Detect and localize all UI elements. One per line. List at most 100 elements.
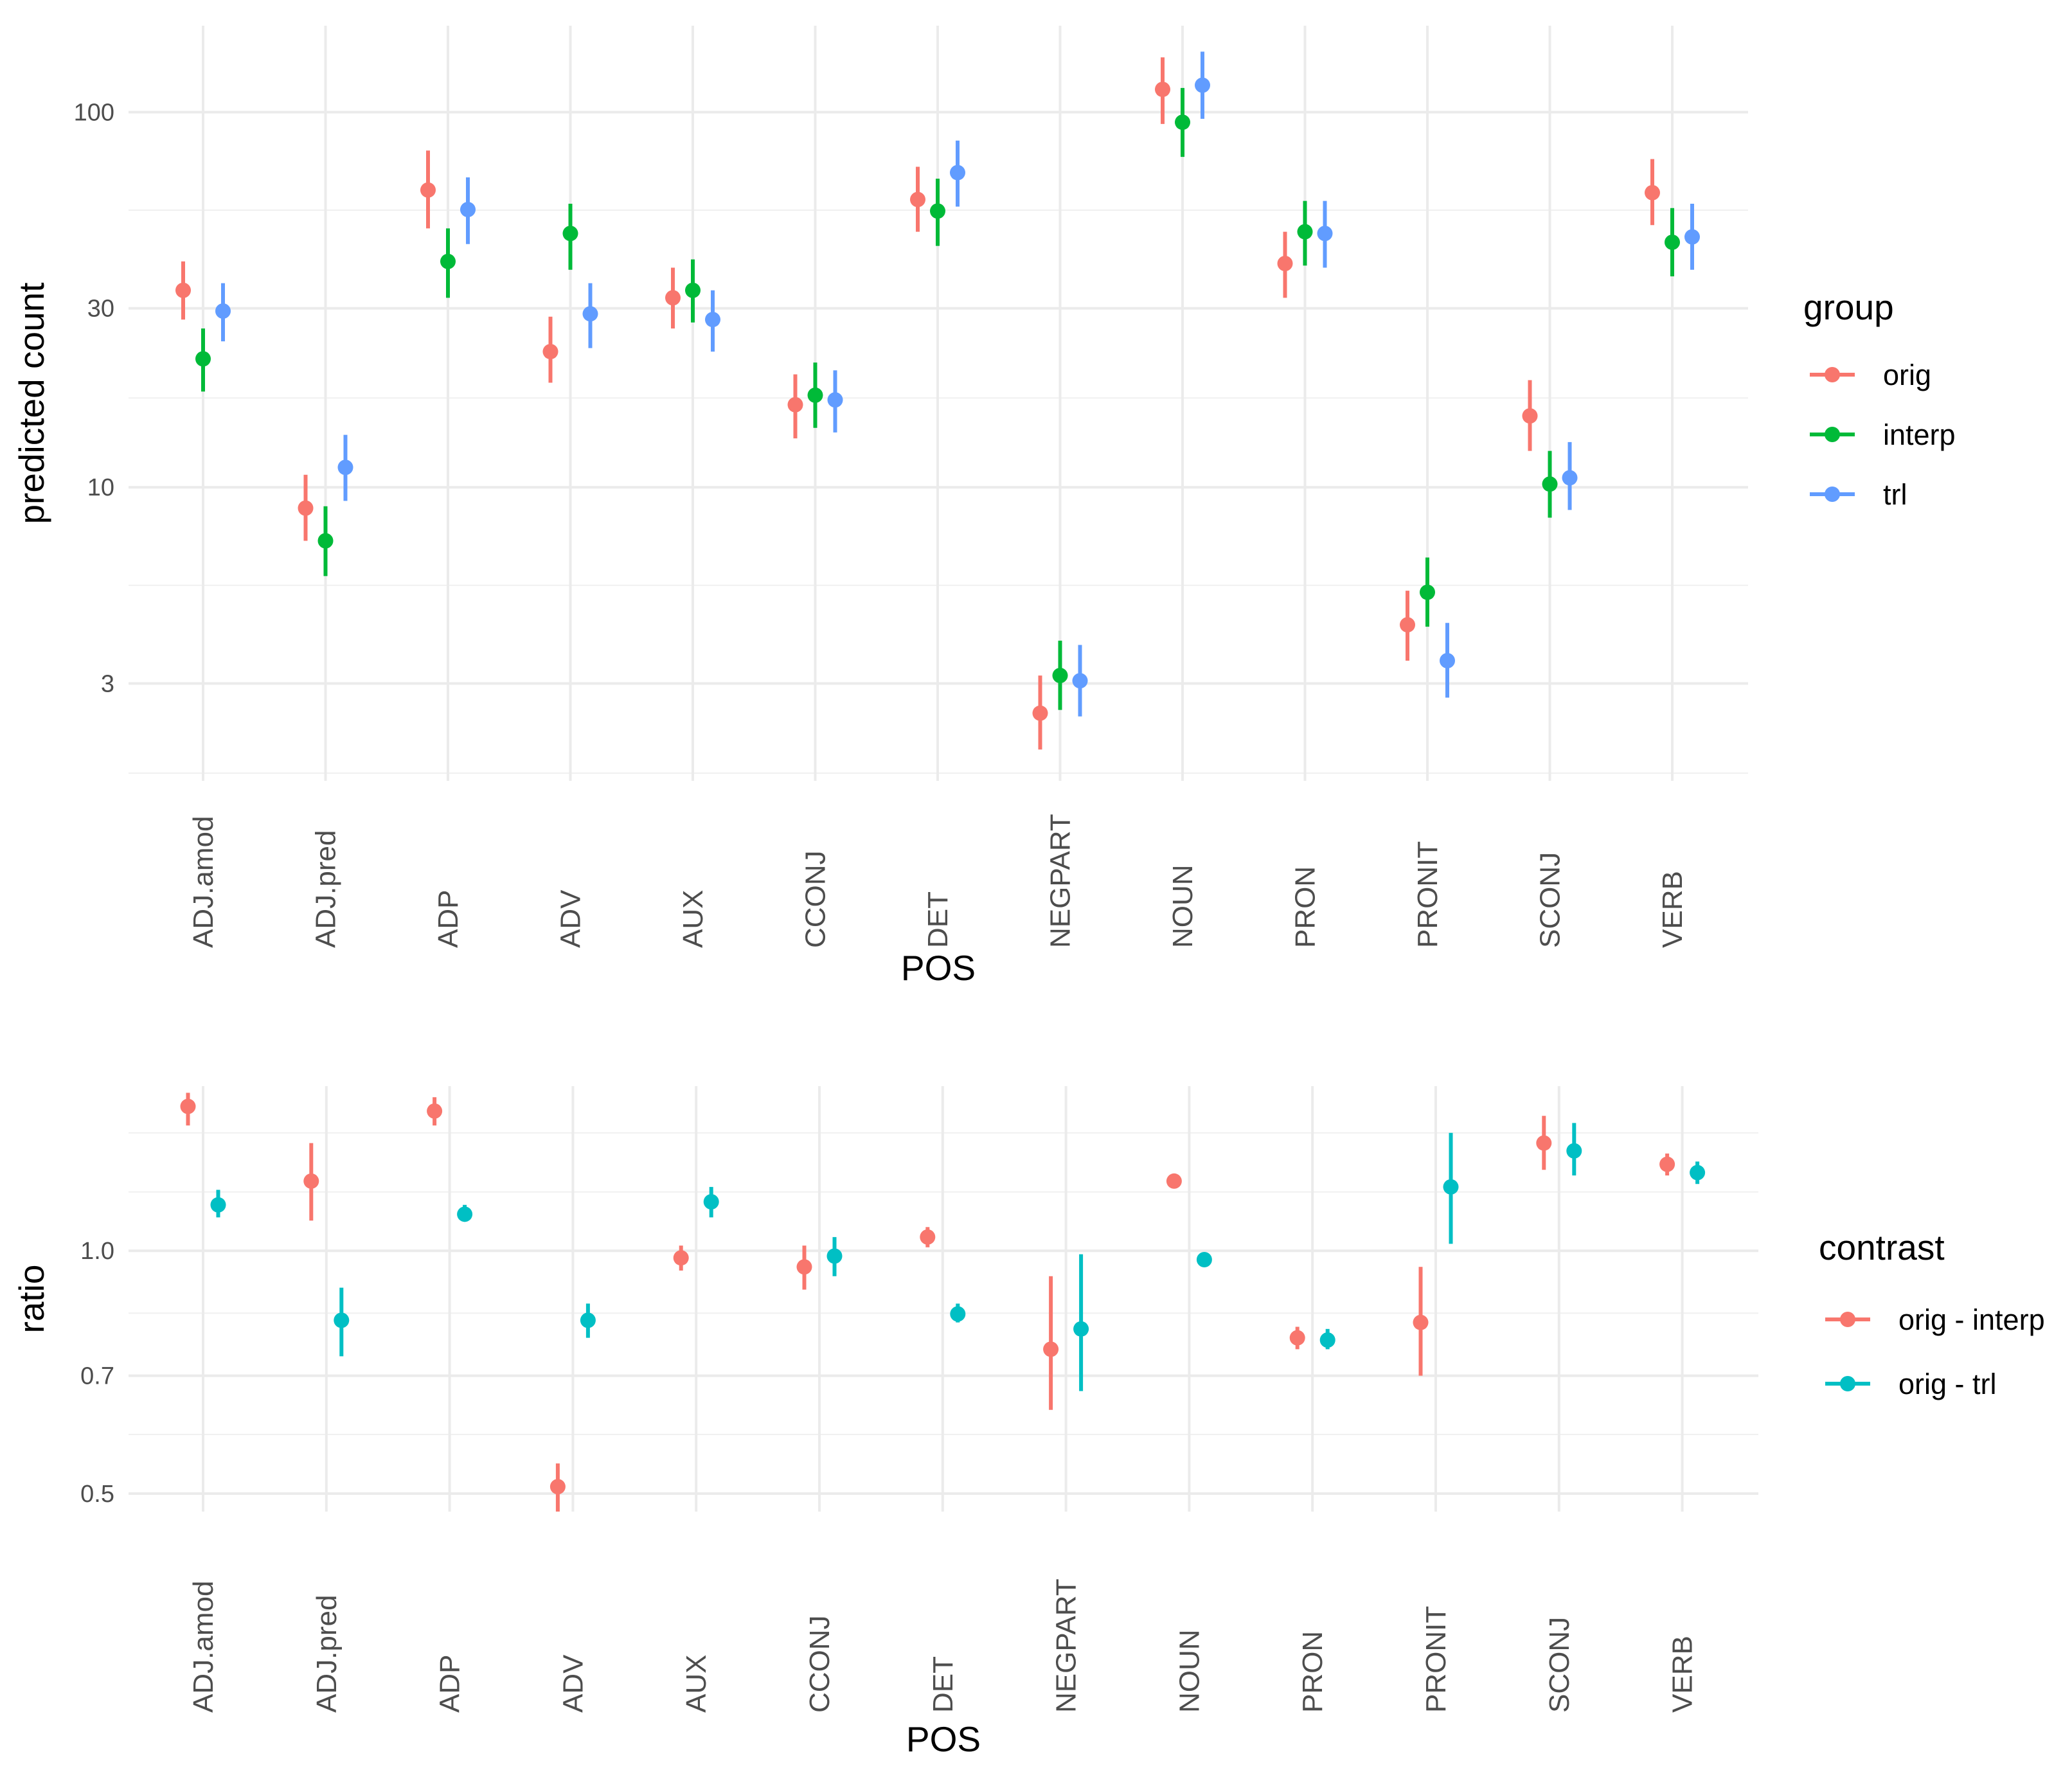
data-point [1665,234,1680,250]
data-point [303,1173,319,1189]
data-point [1440,653,1455,669]
data-point [705,312,720,328]
legend-key-point [1840,1312,1855,1327]
data-point [1659,1156,1675,1172]
x-tick-label: ADP [434,1655,466,1713]
data-point [1566,1143,1582,1159]
x-tick-label: ADP [433,890,464,948]
legend-label: trl [1883,478,1907,511]
y-tick-label: 1.0 [80,1238,114,1265]
data-point [215,303,231,319]
data-point [685,282,701,298]
data-point [1684,229,1700,245]
data-point [1277,255,1293,271]
data-point [1443,1179,1459,1195]
data-point [334,1312,350,1328]
y-tick-label: 0.7 [80,1363,114,1390]
data-point [1319,1332,1335,1348]
data-point [210,1197,226,1213]
data-point [1072,673,1088,689]
x-axis-title: POS [901,948,976,988]
data-point [673,1250,689,1266]
legend-key-point [1825,427,1840,442]
data-point [440,253,456,269]
x-tick-label: CCONJ [804,1615,835,1713]
x-tick-label: VERB [1657,871,1688,948]
x-tick-label: DET [927,1656,959,1713]
y-tick-label: 100 [74,100,114,127]
data-point [1317,226,1333,242]
data-point [1400,617,1415,633]
legend-item: orig - trl [1825,1368,1997,1400]
x-tick-label: PRONIT [1420,1606,1452,1713]
x-tick-label: AUX [681,1655,712,1713]
data-point [1289,1330,1305,1346]
legend-key-point [1840,1376,1855,1391]
legend-title: contrast [1819,1228,1945,1267]
legend-key-point [1825,367,1840,382]
data-point [420,182,436,198]
data-point [460,202,476,218]
data-point [665,290,681,306]
data-point [787,397,803,413]
x-tick-label: SCONJ [1535,852,1566,948]
data-point [950,165,965,181]
x-tick-label: NOUN [1167,864,1199,948]
x-tick-label: AUX [677,890,709,948]
y-axis-title: ratio [12,1265,51,1334]
x-tick-label: PRON [1297,1631,1328,1713]
data-point [180,1098,196,1114]
data-point [195,351,211,367]
data-point [549,1479,566,1495]
data-point [950,1306,966,1322]
x-tick-label: NEGPART [1045,814,1076,948]
legend-label: interp [1883,418,1956,451]
data-point [580,1312,596,1328]
data-point [826,1248,843,1264]
legend-item: trl [1810,478,1907,511]
data-point [1542,476,1558,492]
data-point [1155,82,1170,98]
panel-1: 3 10 30 100 ADJ.amod ADJ.pred ADP ADV AUX CCONJ DE… [12,26,1956,988]
y-tick-label: 10 [87,474,114,501]
data-point [1032,705,1048,721]
x-tick-label: ADJ.pred [310,830,342,948]
legend-item: interp [1810,418,1956,451]
legend-label: orig - interp [1898,1303,2045,1336]
x-tick-label: ADV [555,889,587,948]
x-tick-label: CCONJ [800,850,832,948]
data-point [1073,1321,1089,1337]
legend: group orig interp trl [1803,287,1956,511]
x-tick-label: ADJ.pred [311,1595,343,1713]
y-axis-title: predicted count [12,282,51,524]
data-point [1195,77,1210,93]
data-point [542,344,558,360]
legend: contrast orig - interp orig - trl [1819,1228,2045,1400]
data-point [1043,1341,1059,1357]
panel-2: 0.5 0.7 1.0 ADJ.amod ADJ.pred ADP ADV AUX CCONJ D… [12,1086,2045,1759]
data-point [562,226,578,242]
x-axis-title: POS [906,1719,981,1759]
x-tick-label: PRON [1290,866,1321,948]
data-point [1297,224,1313,240]
data-point [1522,408,1538,424]
x-tick-label: DET [922,891,954,948]
x-tick-label: ADJ.amod [188,816,219,948]
legend-title: group [1803,287,1894,327]
y-tick-label: 30 [87,296,114,323]
y-tick-label: 0.5 [80,1481,114,1508]
data-point [930,203,945,219]
data-point [1645,184,1660,201]
data-point [1196,1252,1212,1268]
x-tick-label: PRONIT [1412,841,1443,948]
legend-label: orig - trl [1898,1368,1997,1400]
y-tick-label: 3 [101,670,114,697]
x-tick-label: ADJ.amod [188,1581,219,1713]
data-point [1166,1173,1182,1189]
data-point [1052,668,1068,684]
x-tick-label: SCONJ [1544,1617,1575,1713]
legend-item: orig [1810,359,1931,391]
data-point [1175,114,1190,130]
data-point [298,500,314,516]
